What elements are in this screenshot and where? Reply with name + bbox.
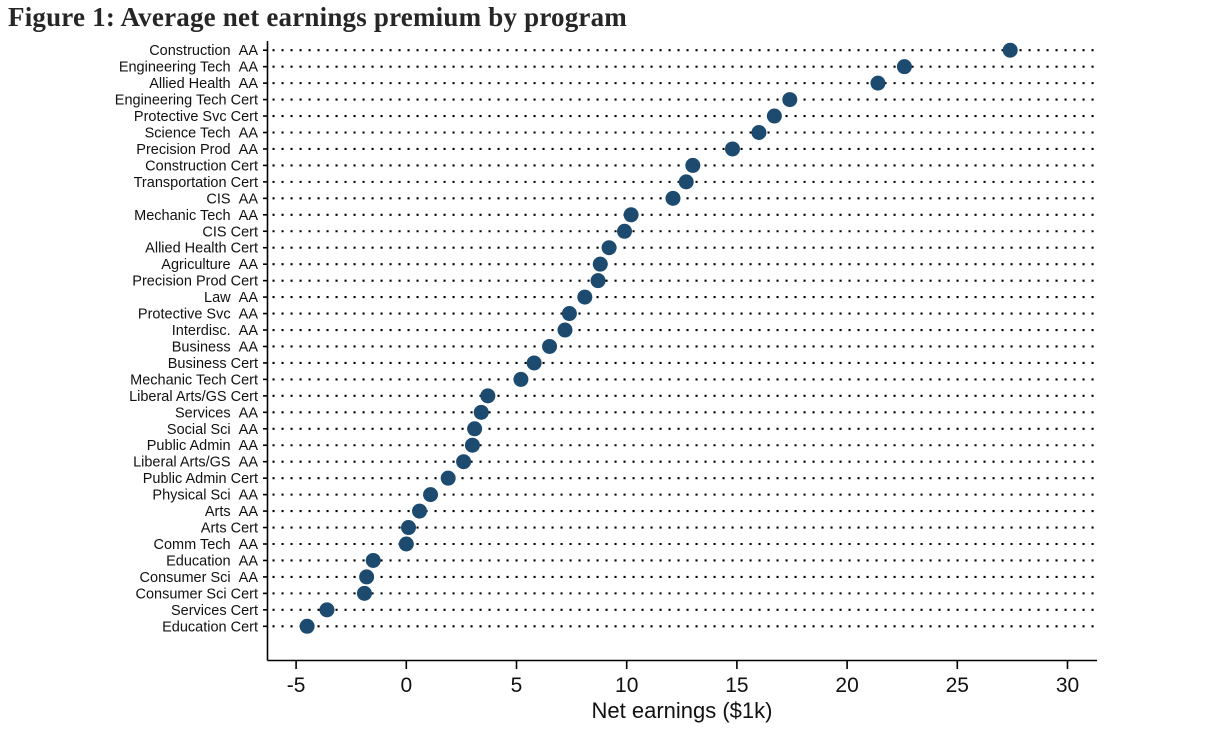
x-axis-tick-label: 0 (400, 674, 412, 697)
data-point (751, 125, 767, 140)
category-label: Consumer Sci AA (140, 570, 259, 586)
data-point (356, 585, 372, 601)
category-label: Public Admin AA (147, 438, 259, 454)
category-label: Social Sci AA (167, 422, 258, 438)
x-axis-title: Net earnings ($1k) (592, 698, 773, 723)
category-label: Science Tech AA (145, 126, 259, 142)
category-label: Interdisc. AA (172, 323, 259, 339)
category-label: Transportation Cert (134, 175, 258, 191)
category-label: Liberal Arts/GS Cert (129, 389, 258, 405)
category-label: Services Cert (171, 603, 258, 619)
category-label: Protective Svc Cert (134, 109, 258, 125)
data-point (724, 141, 740, 157)
category-label: Education Cert (162, 619, 258, 635)
x-axis-tick-label: 10 (615, 674, 638, 697)
data-point (665, 190, 681, 206)
category-label: Comm Tech AA (154, 537, 259, 553)
category-label: Liberal Arts/GS AA (133, 455, 258, 471)
category-label: Consumer Sci Cert (136, 586, 258, 602)
x-axis-tick-label: -5 (287, 674, 306, 697)
data-point (440, 470, 456, 486)
category-label: Mechanic Tech AA (134, 208, 258, 224)
category-label: Allied Health AA (149, 76, 258, 92)
category-label: Physical Sci AA (152, 488, 258, 504)
x-axis-tick-label: 30 (1056, 674, 1079, 697)
category-label: Public Admin Cert (143, 471, 258, 487)
data-point (480, 388, 496, 404)
data-point (542, 338, 558, 354)
x-axis-tick-label: 5 (511, 674, 523, 697)
data-point (412, 503, 428, 519)
data-point (467, 421, 483, 437)
category-label: CIS AA (206, 191, 258, 207)
figure-title: Figure 1: Average net earnings premium b… (8, 2, 627, 32)
category-label: Law AA (204, 290, 258, 306)
x-axis-tick-label: 15 (725, 674, 748, 697)
data-point (456, 454, 472, 470)
category-label: Arts Cert (201, 521, 258, 537)
data-point (590, 273, 606, 289)
data-point (1002, 42, 1018, 58)
category-label: Agriculture AA (161, 257, 258, 273)
data-point (401, 520, 417, 536)
category-label: Business Cert (168, 356, 258, 372)
data-point (685, 157, 701, 173)
x-axis-tick-label: 20 (835, 674, 858, 697)
data-point (592, 256, 608, 272)
data-point (513, 371, 529, 387)
data-point (623, 207, 639, 223)
data-point (319, 602, 335, 618)
category-label: Services AA (175, 405, 258, 421)
category-label: Allied Health Cert (145, 241, 258, 257)
category-label: Construction Cert (145, 158, 258, 174)
category-label: Precision Prod AA (136, 142, 258, 158)
category-label: CIS Cert (202, 224, 258, 240)
data-point (359, 569, 375, 585)
category-label: Engineering Tech Cert (115, 93, 258, 109)
data-point (299, 618, 315, 634)
category-label: Arts AA (205, 504, 259, 520)
category-label: Mechanic Tech Cert (130, 372, 258, 388)
category-label: Construction AA (149, 43, 258, 59)
data-point (601, 240, 617, 256)
data-point (423, 487, 439, 503)
x-axis-tick-label: 25 (946, 674, 969, 697)
data-point (616, 223, 632, 239)
data-point (678, 174, 694, 190)
data-point (464, 437, 480, 453)
data-point (782, 92, 798, 108)
category-label: Business AA (172, 339, 259, 355)
data-point (561, 306, 577, 322)
data-point (398, 536, 414, 552)
data-point (365, 552, 381, 568)
data-point (473, 404, 489, 420)
data-point (870, 75, 886, 91)
data-point (526, 355, 542, 371)
category-label: Education AA (166, 553, 258, 569)
data-point (577, 289, 593, 305)
data-point (896, 59, 912, 75)
category-label: Precision Prod Cert (132, 274, 258, 290)
data-point (557, 322, 573, 338)
category-label: Engineering Tech AA (119, 60, 259, 76)
data-point (766, 108, 782, 124)
category-label: Protective Svc AA (138, 307, 258, 323)
